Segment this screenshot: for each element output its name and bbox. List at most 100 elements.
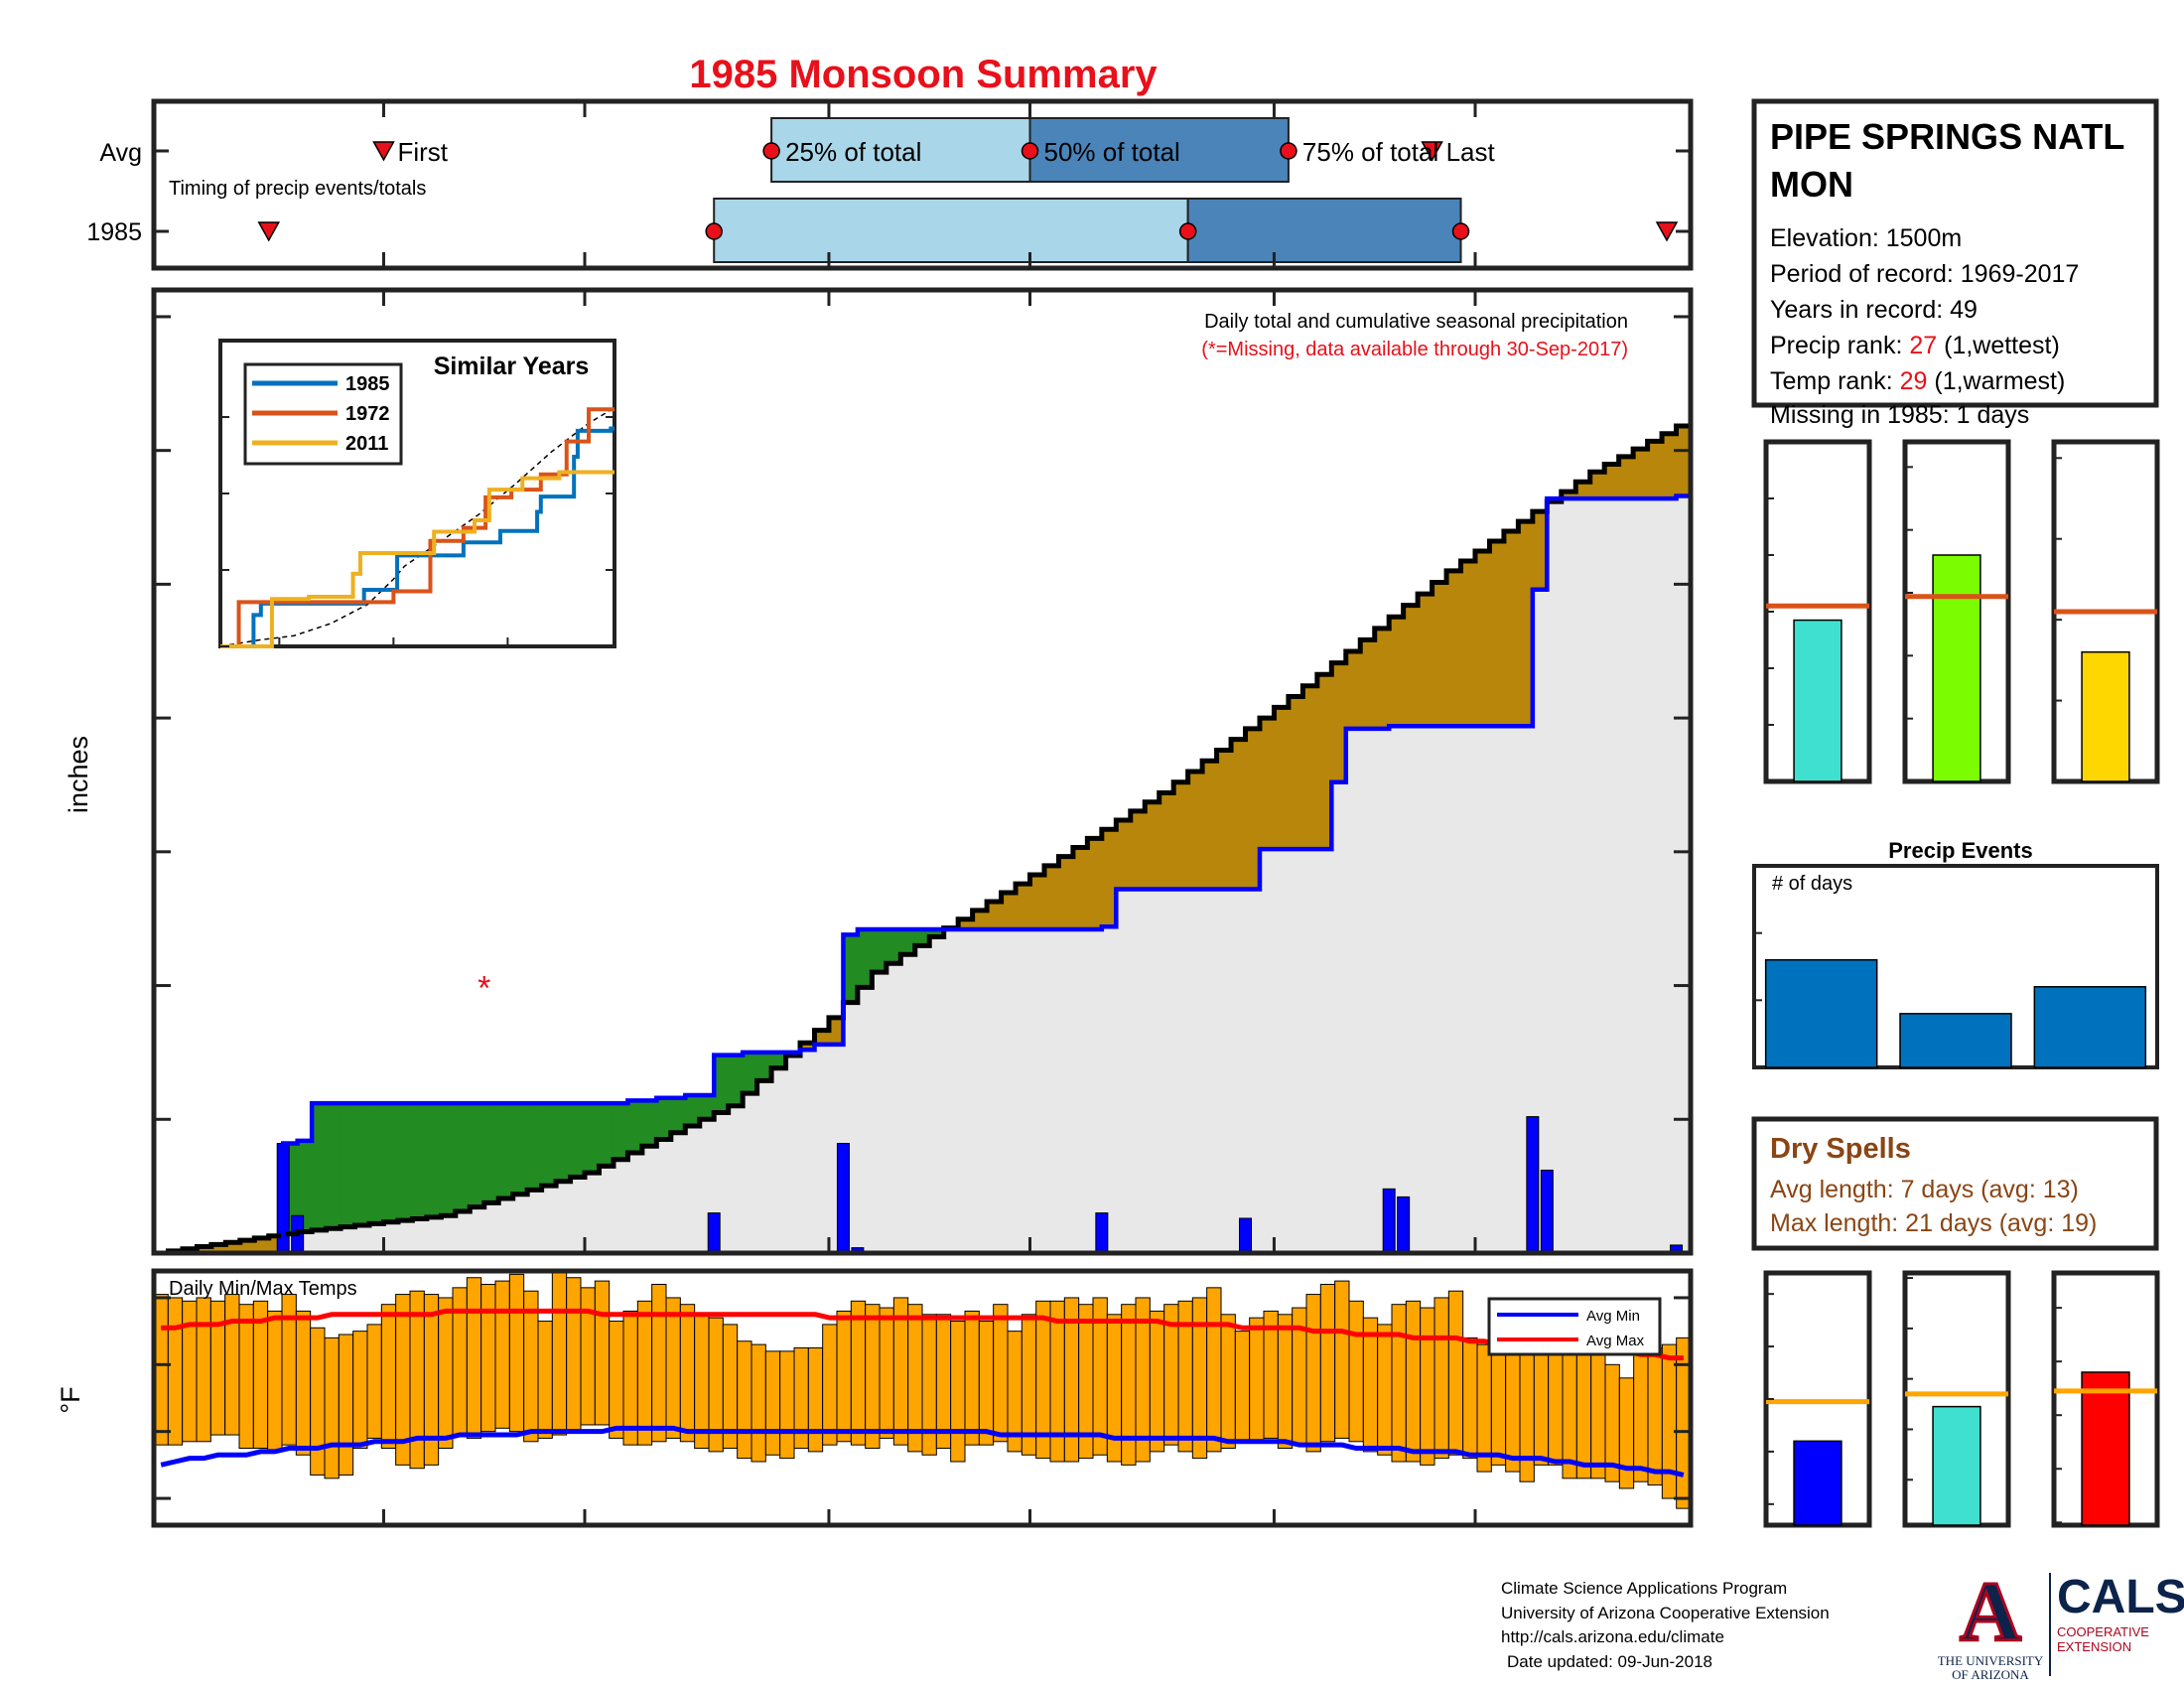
above-average-area — [843, 934, 859, 1003]
daily-temp-range-bar — [466, 1277, 482, 1439]
below-average-area — [1403, 605, 1419, 727]
events-ylabel: # of days — [1772, 873, 1852, 895]
above-average-area — [756, 1052, 772, 1081]
below-average-area — [1647, 441, 1663, 499]
below-average-area — [1389, 617, 1405, 727]
below-average-area — [1072, 847, 1088, 929]
below-average-area — [1618, 456, 1634, 499]
station-temp-rank: Temp rank: 29 (1,warmest) — [1770, 367, 2065, 395]
above-average-area — [771, 1052, 787, 1068]
dry-spells-max: Max length: 21 days (avg: 19) — [1770, 1209, 2097, 1237]
below-average-area — [1259, 718, 1276, 850]
daily-temp-range-bar — [438, 1297, 454, 1450]
below-average-area — [1116, 820, 1132, 890]
daily-precip-bar — [1397, 1196, 1411, 1254]
daily-temp-range-bar — [993, 1304, 1009, 1443]
legend-1972-label: 1972 — [345, 403, 390, 425]
daily-temp-range-bar — [494, 1280, 510, 1429]
daily-temp-range-bar — [651, 1283, 667, 1443]
footer-line3[interactable]: http://cals.arizona.edu/climate — [1501, 1627, 1724, 1646]
timing-row-year-label: 1985 — [86, 218, 142, 246]
daily-temp-range-bar — [1391, 1304, 1407, 1463]
below-average-area — [1503, 531, 1519, 727]
below-average-area — [197, 1246, 212, 1253]
below-average-area — [800, 1043, 816, 1051]
avg-box-50-75 — [1028, 117, 1290, 183]
daily-precip-bar — [707, 1212, 721, 1254]
daily-temp-range-bar — [580, 1287, 596, 1426]
daily-temp-range-bar — [352, 1331, 368, 1450]
below-average-area — [987, 901, 1003, 929]
year-cumulative-line — [154, 491, 1694, 1256]
below-average-area — [1245, 728, 1261, 890]
year-first-marker — [257, 221, 281, 242]
daily-temp-range-bar — [224, 1294, 240, 1436]
missing-data-marker: * — [478, 970, 490, 1008]
figure-title: 1985 Monsoon Summary — [689, 53, 1158, 96]
above-average-area — [670, 1097, 686, 1133]
above-average-area — [599, 1103, 614, 1167]
daily-temp-range-bar — [822, 1324, 838, 1446]
events-title: Precip Events — [1888, 838, 2033, 863]
tmin-value-bar — [1793, 1440, 1843, 1526]
above-average-area — [412, 1103, 428, 1219]
below-average-area — [1159, 792, 1174, 890]
below-average-area — [1432, 582, 1447, 727]
daily-temp-range-bar — [779, 1350, 795, 1460]
tmax-panel — [2051, 1270, 2160, 1528]
below-average-area — [1633, 449, 1649, 499]
precip_bars-panel — [1763, 439, 1872, 784]
daily-temp-range-bar — [167, 1297, 184, 1446]
daily-temp-range-bar — [964, 1310, 980, 1446]
above-average-area — [914, 928, 930, 946]
daily-temp-range-bar — [751, 1343, 766, 1463]
tavg-value-bar — [1932, 1405, 1981, 1526]
temp-rank-label: Temp rank: — [1770, 367, 1900, 395]
summary-bar-panels — [1763, 439, 2160, 1528]
daily-precip-bar — [1382, 1188, 1396, 1254]
above-average-area — [483, 1103, 499, 1203]
below-average-area — [1302, 685, 1318, 850]
footer-line2: University of Arizona Cooperative Extens… — [1501, 1603, 1830, 1622]
above-average-area — [872, 928, 887, 973]
below-average-area — [1231, 739, 1247, 890]
daily-temp-range-bar — [1319, 1283, 1336, 1443]
daily-temp-range-bar — [665, 1297, 681, 1439]
daily-temp-range-bar — [1334, 1280, 1350, 1439]
avg-25-dot — [762, 142, 780, 160]
timing-panel: Avg 1985 Timing of precip events/totals … — [86, 98, 1694, 271]
rain_days-value-bar — [1932, 554, 1981, 782]
daily-temp-range-bar — [1462, 1336, 1478, 1460]
below-average-area — [1446, 570, 1462, 727]
daily-temp-range-bar — [310, 1327, 326, 1476]
footer-line4: Date updated: 09-Jun-2018 — [1507, 1651, 1712, 1671]
daily-temp-range-bar — [1121, 1304, 1137, 1466]
daily-temp-range-bar — [1562, 1334, 1577, 1479]
temp-legend-box — [1487, 1297, 1662, 1356]
daily-temp-range-bar — [295, 1310, 312, 1456]
station-name-line1: PIPE SPRINGS NATL — [1770, 116, 2124, 157]
above-average-area — [743, 1052, 758, 1094]
below-average-area — [225, 1242, 241, 1253]
year-box-25-50 — [713, 198, 1189, 263]
main-precip-chart: inches Daily total and cumulative season… — [64, 287, 1694, 1256]
below-average-area — [1029, 875, 1045, 929]
precip-events-chart: Precip Events # of days — [1752, 838, 2159, 1069]
precip-rank-note: (1,wettest) — [1937, 332, 2060, 359]
tmax-value-bar — [2081, 1371, 2130, 1526]
year-last-marker — [1655, 221, 1679, 242]
dry-spells-frame — [1751, 1116, 2159, 1251]
cals-logo: CALS COOPERATIVE EXTENSION — [2057, 1571, 2184, 1654]
station-frame — [1751, 98, 2159, 408]
label-75-percent: 75% of total — [1302, 137, 1438, 167]
year-75-dot — [1451, 222, 1470, 240]
above-average-area — [685, 1095, 701, 1127]
precip_bars-value-bar — [1793, 619, 1843, 782]
above-average-area — [627, 1100, 643, 1153]
above-average-area — [383, 1103, 399, 1222]
inset-series-1972 — [220, 407, 614, 648]
daily-temp-range-bar — [1348, 1300, 1364, 1443]
above-average-area — [570, 1103, 586, 1178]
rain_days-panel — [1902, 439, 2011, 784]
below-average-area — [1274, 707, 1290, 850]
